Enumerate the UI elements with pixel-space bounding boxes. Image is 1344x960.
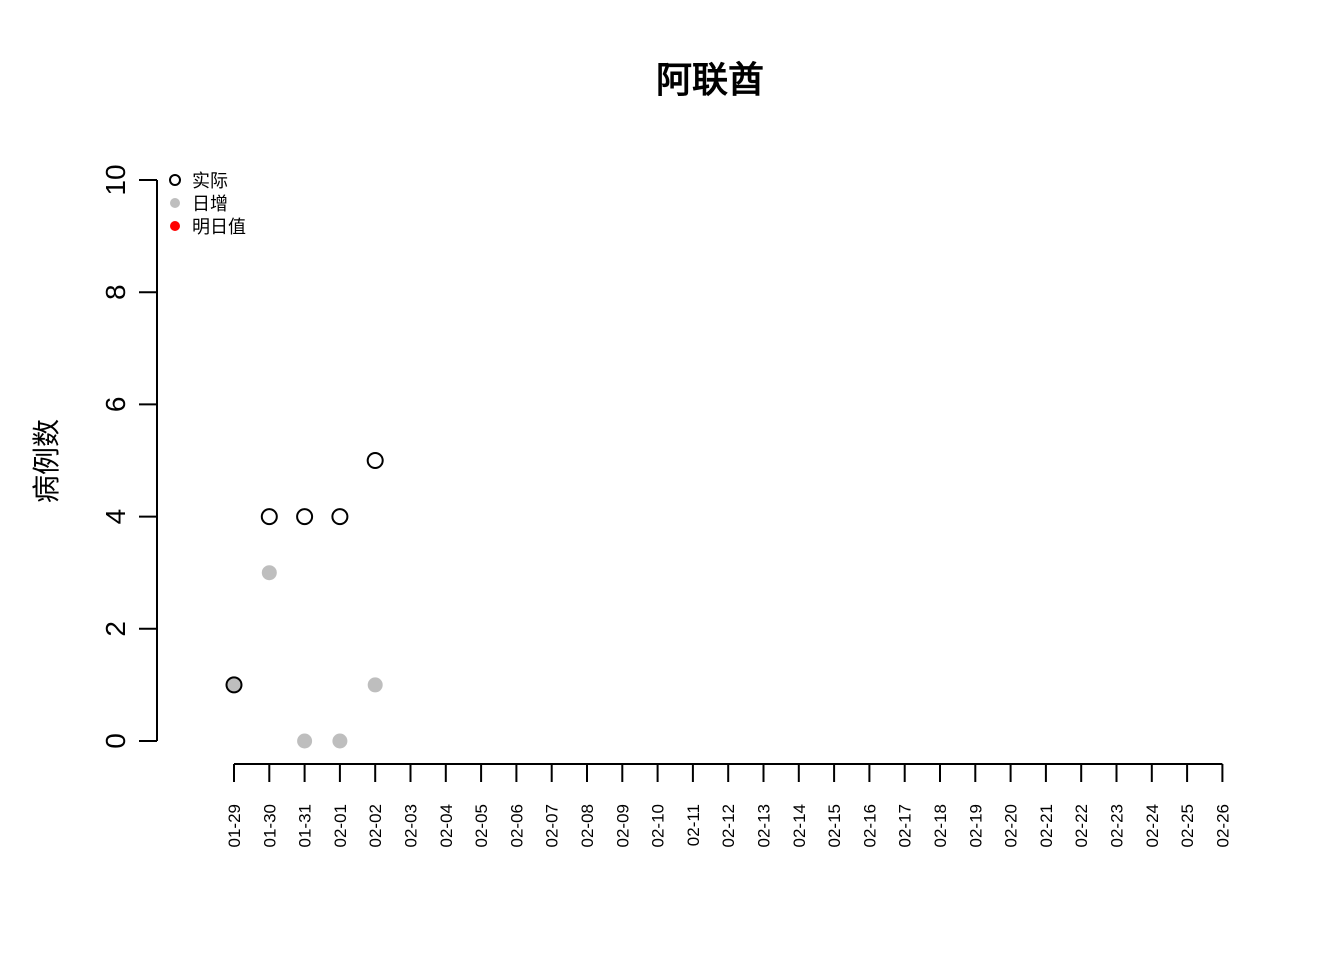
point-日增-01-31: [297, 733, 313, 749]
x-tick-label: 02-07: [543, 804, 562, 847]
point-日增-01-29: [226, 677, 242, 693]
point-实际-02-02: [366, 452, 384, 469]
x-tick-label: 02-11: [684, 804, 703, 846]
x-tick-label: 02-16: [860, 804, 879, 847]
x-tick-label: 02-21: [1037, 804, 1056, 847]
x-tick-label: 02-13: [755, 804, 774, 847]
y-tick-label: 2: [100, 621, 131, 637]
chart-title: 阿联酋: [656, 60, 764, 101]
point-日增-02-02: [367, 677, 383, 693]
x-tick-label: 02-05: [472, 804, 491, 847]
point-日增-02-01: [332, 733, 348, 749]
point-实际-01-29: [225, 676, 243, 694]
x-tick-label: 02-03: [402, 804, 421, 847]
x-tick-label: 02-04: [437, 804, 456, 847]
point-实际-01-30: [260, 508, 278, 526]
legend-marker-1: [170, 198, 180, 208]
legend-label-2: 明日值: [192, 217, 246, 238]
point-日增-01-30: [261, 565, 277, 581]
x-axis: 01-29 01-30 01-31 02-01 02-02 02-03 02-04 02-05…: [225, 763, 1232, 847]
data-points: [225, 452, 384, 749]
x-tick-label: 02-26: [1213, 804, 1232, 847]
y-axis-label: 病例数: [30, 419, 63, 503]
point-实际-01-31: [296, 508, 314, 526]
x-tick-label: 02-22: [1072, 804, 1091, 847]
x-tick-label: 02-25: [1178, 804, 1197, 847]
x-tick-label: 02-02: [366, 804, 385, 847]
legend-label-0: 实际: [192, 171, 228, 192]
x-tick-label: 01-31: [296, 804, 315, 847]
x-tick-label: 02-15: [825, 804, 844, 847]
legend-label-1: 日增: [192, 194, 228, 215]
y-tick-label: 0: [100, 733, 131, 749]
x-tick-label: 02-01: [331, 804, 350, 847]
x-tick-label: 02-06: [507, 804, 526, 847]
x-tick-label: 02-10: [649, 804, 668, 847]
x-tick-label: 02-23: [1108, 804, 1127, 847]
y-tick-label: 8: [100, 284, 131, 300]
x-tick-label: 02-08: [578, 804, 597, 847]
x-tick-label: 02-19: [966, 804, 985, 847]
x-tick-label: 02-12: [719, 804, 738, 847]
y-tick-label: 4: [100, 509, 131, 525]
x-tick-label: 02-24: [1143, 804, 1162, 847]
x-tick-label: 02-09: [613, 804, 632, 847]
x-tick-label: 02-17: [896, 804, 915, 847]
y-tick-label: 10: [100, 164, 131, 195]
y-tick-label: 6: [100, 397, 131, 413]
x-tick-label: 02-20: [1002, 804, 1021, 847]
x-tick-label: 01-29: [225, 804, 244, 847]
legend-marker-0: [169, 174, 181, 186]
x-tick-label: 01-30: [260, 804, 279, 847]
x-tick-label: 02-14: [790, 804, 809, 847]
y-axis: 0 2 4 6 8 10: [100, 164, 158, 749]
x-tick-label: 02-18: [931, 804, 950, 847]
legend-marker-2: [170, 221, 180, 231]
point-实际-02-01: [331, 508, 349, 526]
